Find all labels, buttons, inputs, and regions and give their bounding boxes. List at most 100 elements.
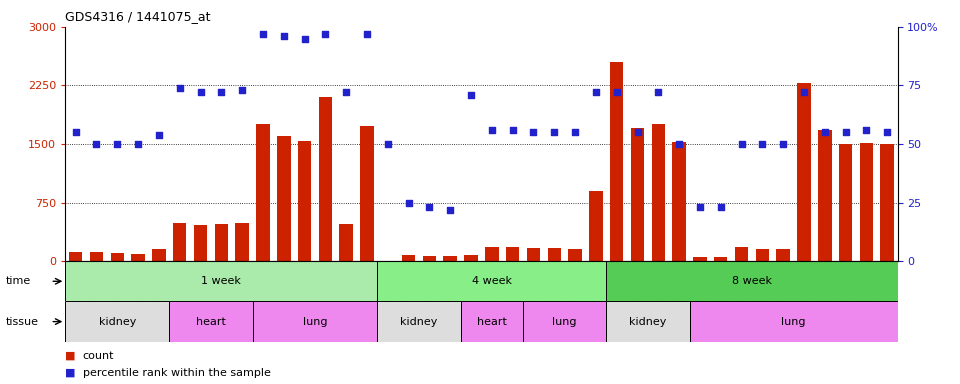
Text: ■: ■ bbox=[65, 351, 80, 361]
Bar bbox=[693, 257, 707, 261]
Bar bbox=[461, 301, 523, 342]
Bar bbox=[194, 225, 207, 261]
Text: 1 week: 1 week bbox=[202, 276, 241, 286]
Bar bbox=[377, 261, 607, 301]
Point bbox=[630, 129, 645, 136]
Point bbox=[109, 141, 125, 147]
Bar bbox=[152, 249, 166, 261]
Point bbox=[443, 207, 458, 213]
Bar bbox=[689, 301, 898, 342]
Point bbox=[89, 141, 105, 147]
Point bbox=[380, 141, 396, 147]
Bar bbox=[568, 249, 582, 261]
Point bbox=[817, 129, 832, 136]
Point bbox=[609, 89, 624, 96]
Bar bbox=[631, 128, 644, 261]
Text: lung: lung bbox=[552, 316, 577, 327]
Text: ■: ■ bbox=[65, 368, 80, 378]
Text: kidney: kidney bbox=[629, 316, 666, 327]
Bar bbox=[444, 256, 457, 261]
Bar bbox=[173, 223, 186, 261]
Point bbox=[838, 129, 853, 136]
Bar bbox=[132, 254, 145, 261]
Point bbox=[484, 127, 499, 133]
Point bbox=[359, 31, 374, 37]
Point bbox=[297, 36, 312, 42]
Point bbox=[68, 129, 84, 136]
Bar bbox=[607, 261, 898, 301]
Point bbox=[692, 204, 708, 210]
Text: 4 week: 4 week bbox=[472, 276, 512, 286]
Point bbox=[276, 33, 292, 39]
Bar bbox=[818, 130, 831, 261]
Point bbox=[172, 85, 187, 91]
Point bbox=[255, 31, 271, 37]
Point bbox=[879, 129, 895, 136]
Bar bbox=[797, 83, 811, 261]
Bar bbox=[256, 124, 270, 261]
Text: heart: heart bbox=[196, 316, 226, 327]
Bar bbox=[110, 253, 124, 261]
Text: kidney: kidney bbox=[99, 316, 136, 327]
Text: count: count bbox=[83, 351, 114, 361]
Bar bbox=[734, 247, 748, 261]
Point bbox=[401, 200, 417, 206]
Bar bbox=[89, 252, 104, 261]
Bar bbox=[839, 144, 852, 261]
Point bbox=[505, 127, 520, 133]
Point bbox=[131, 141, 146, 147]
Bar bbox=[714, 257, 728, 261]
Bar bbox=[215, 223, 228, 261]
Text: tissue: tissue bbox=[6, 316, 38, 327]
Point bbox=[713, 204, 729, 210]
Point bbox=[567, 129, 583, 136]
Bar bbox=[610, 62, 623, 261]
Bar bbox=[652, 124, 665, 261]
Bar bbox=[65, 301, 169, 342]
Point bbox=[152, 132, 167, 138]
Text: GDS4316 / 1441075_at: GDS4316 / 1441075_at bbox=[65, 10, 211, 23]
Point bbox=[546, 129, 562, 136]
Text: percentile rank within the sample: percentile rank within the sample bbox=[83, 368, 271, 378]
Point bbox=[318, 31, 333, 37]
Point bbox=[526, 129, 541, 136]
Bar bbox=[169, 301, 252, 342]
Point bbox=[588, 89, 604, 96]
Point bbox=[421, 204, 437, 210]
Bar bbox=[589, 191, 603, 261]
Bar bbox=[69, 252, 83, 261]
Text: time: time bbox=[6, 276, 31, 286]
Point bbox=[755, 141, 770, 147]
Point bbox=[464, 92, 479, 98]
Bar bbox=[859, 143, 874, 261]
Bar bbox=[607, 301, 689, 342]
Bar bbox=[547, 248, 561, 261]
Point bbox=[651, 89, 666, 96]
Bar bbox=[422, 256, 436, 261]
Bar bbox=[756, 248, 769, 261]
Point bbox=[733, 141, 749, 147]
Point bbox=[234, 87, 250, 93]
Bar bbox=[235, 223, 249, 261]
Point bbox=[214, 89, 229, 96]
Bar bbox=[65, 261, 377, 301]
Bar bbox=[377, 301, 461, 342]
Bar bbox=[340, 224, 353, 261]
Bar bbox=[485, 247, 498, 261]
Bar bbox=[465, 255, 478, 261]
Bar bbox=[360, 126, 373, 261]
Text: kidney: kidney bbox=[400, 316, 438, 327]
Bar bbox=[277, 136, 291, 261]
Point bbox=[193, 89, 208, 96]
Point bbox=[796, 89, 811, 96]
Bar bbox=[298, 141, 311, 261]
Bar bbox=[319, 97, 332, 261]
Bar bbox=[672, 142, 685, 261]
Text: heart: heart bbox=[477, 316, 507, 327]
Point bbox=[671, 141, 686, 147]
Text: lung: lung bbox=[781, 316, 805, 327]
Point bbox=[339, 89, 354, 96]
Text: 8 week: 8 week bbox=[732, 276, 772, 286]
Bar bbox=[252, 301, 377, 342]
Bar bbox=[777, 249, 790, 261]
